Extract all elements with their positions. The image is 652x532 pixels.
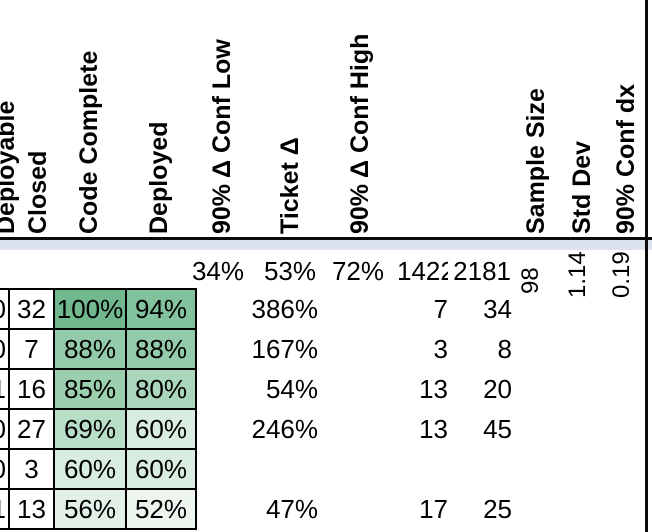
cell-code-complete[interactable]: 56% (55, 490, 125, 528)
cell-deployed[interactable]: 60% (127, 450, 195, 488)
summary-cell-std-dev[interactable]: 1.14 (564, 251, 591, 298)
frozen-column-divider[interactable] (645, 0, 648, 532)
cell-deployed[interactable]: 94% (127, 290, 195, 328)
cell-col-i[interactable] (422, 455, 512, 483)
cell-deployable[interactable]: 0 (0, 410, 8, 448)
cell-col-i[interactable]: 45 (483, 414, 512, 444)
summary-cell-sample-size[interactable]: 98 (517, 267, 544, 294)
cell-deployed[interactable]: 52% (127, 490, 195, 528)
column-header-conf-low[interactable]: 90% Δ Conf Low (208, 39, 236, 234)
column-header-code-complete[interactable]: Code Complete (75, 50, 103, 234)
cell-col-h[interactable]: 17 (419, 494, 448, 524)
cell-col-i[interactable]: 34 (483, 294, 512, 324)
cell-deployed[interactable]: 60% (127, 410, 195, 448)
summary-cell-conf-high[interactable]: 72% (331, 256, 384, 286)
cell-deployable[interactable]: 1 (0, 490, 8, 528)
cell-col-h[interactable]: 3 (433, 334, 448, 364)
cell-ticket-delta[interactable]: 246% (251, 414, 319, 444)
column-header-conf-high[interactable]: 90% Δ Conf High (346, 33, 374, 234)
bordered-data-table: 0 32 100% 94% 0 7 88% 88% 1 16 85% 80% 0… (0, 288, 197, 530)
column-header-deployable[interactable]: Deployable (0, 100, 20, 234)
cell-deployable[interactable]: 1 (0, 370, 8, 408)
cell-closed[interactable]: 3 (10, 450, 53, 488)
summary-cell-conf-dx[interactable]: 0.19 (608, 251, 635, 298)
cell-ticket-delta[interactable]: 54% (265, 374, 318, 404)
column-header-conf-dx[interactable]: 90% Conf dx (612, 83, 640, 234)
column-header-deployed[interactable]: Deployed (145, 121, 173, 234)
column-header-ticket-delta[interactable]: Ticket Δ (276, 137, 304, 234)
cell-ticket-delta[interactable]: 167% (251, 334, 319, 364)
summary-cell-conf-low[interactable]: 34% (191, 256, 244, 286)
cell-code-complete[interactable]: 60% (55, 450, 125, 488)
cell-deployable[interactable]: 0 (0, 450, 8, 488)
cell-code-complete[interactable]: 85% (55, 370, 125, 408)
cell-col-h[interactable]: 7 (433, 294, 448, 324)
cell-closed[interactable]: 7 (10, 330, 53, 368)
cell-closed[interactable]: 27 (10, 410, 53, 448)
cell-col-i[interactable]: 25 (483, 494, 512, 524)
column-header-sample-size[interactable]: Sample Size (522, 88, 550, 234)
cell-deployable[interactable]: 0 (0, 330, 8, 368)
cell-code-complete[interactable]: 100% (55, 290, 125, 328)
column-header-closed[interactable]: Closed (24, 150, 52, 234)
cell-ticket-delta[interactable]: 386% (251, 294, 319, 324)
cell-deployed[interactable]: 88% (127, 330, 195, 368)
cell-col-i[interactable]: 20 (483, 374, 512, 404)
summary-cell-ticket-delta[interactable]: 53% (263, 256, 316, 286)
cell-code-complete[interactable]: 88% (55, 330, 125, 368)
cell-closed[interactable]: 13 (10, 490, 53, 528)
cell-deployed[interactable]: 80% (127, 370, 195, 408)
cell-code-complete[interactable]: 69% (55, 410, 125, 448)
cell-ticket-delta[interactable]: 47% (265, 494, 318, 524)
frozen-pane-band (0, 240, 652, 250)
cell-closed[interactable]: 16 (10, 370, 53, 408)
cell-deployable[interactable]: 0 (0, 290, 8, 328)
frozen-row-divider (0, 237, 652, 240)
cell-ticket-delta[interactable] (228, 455, 318, 483)
cell-col-h[interactable]: 13 (419, 414, 448, 444)
summary-cell-col-i[interactable]: 2181 (453, 256, 511, 286)
summary-cell-col-h-clipped[interactable]: 1422 (397, 257, 448, 285)
column-header-std-dev[interactable]: Std Dev (568, 140, 596, 234)
cell-col-i[interactable]: 8 (497, 334, 512, 364)
cell-col-h[interactable]: 13 (419, 374, 448, 404)
cell-closed[interactable]: 32 (10, 290, 53, 328)
